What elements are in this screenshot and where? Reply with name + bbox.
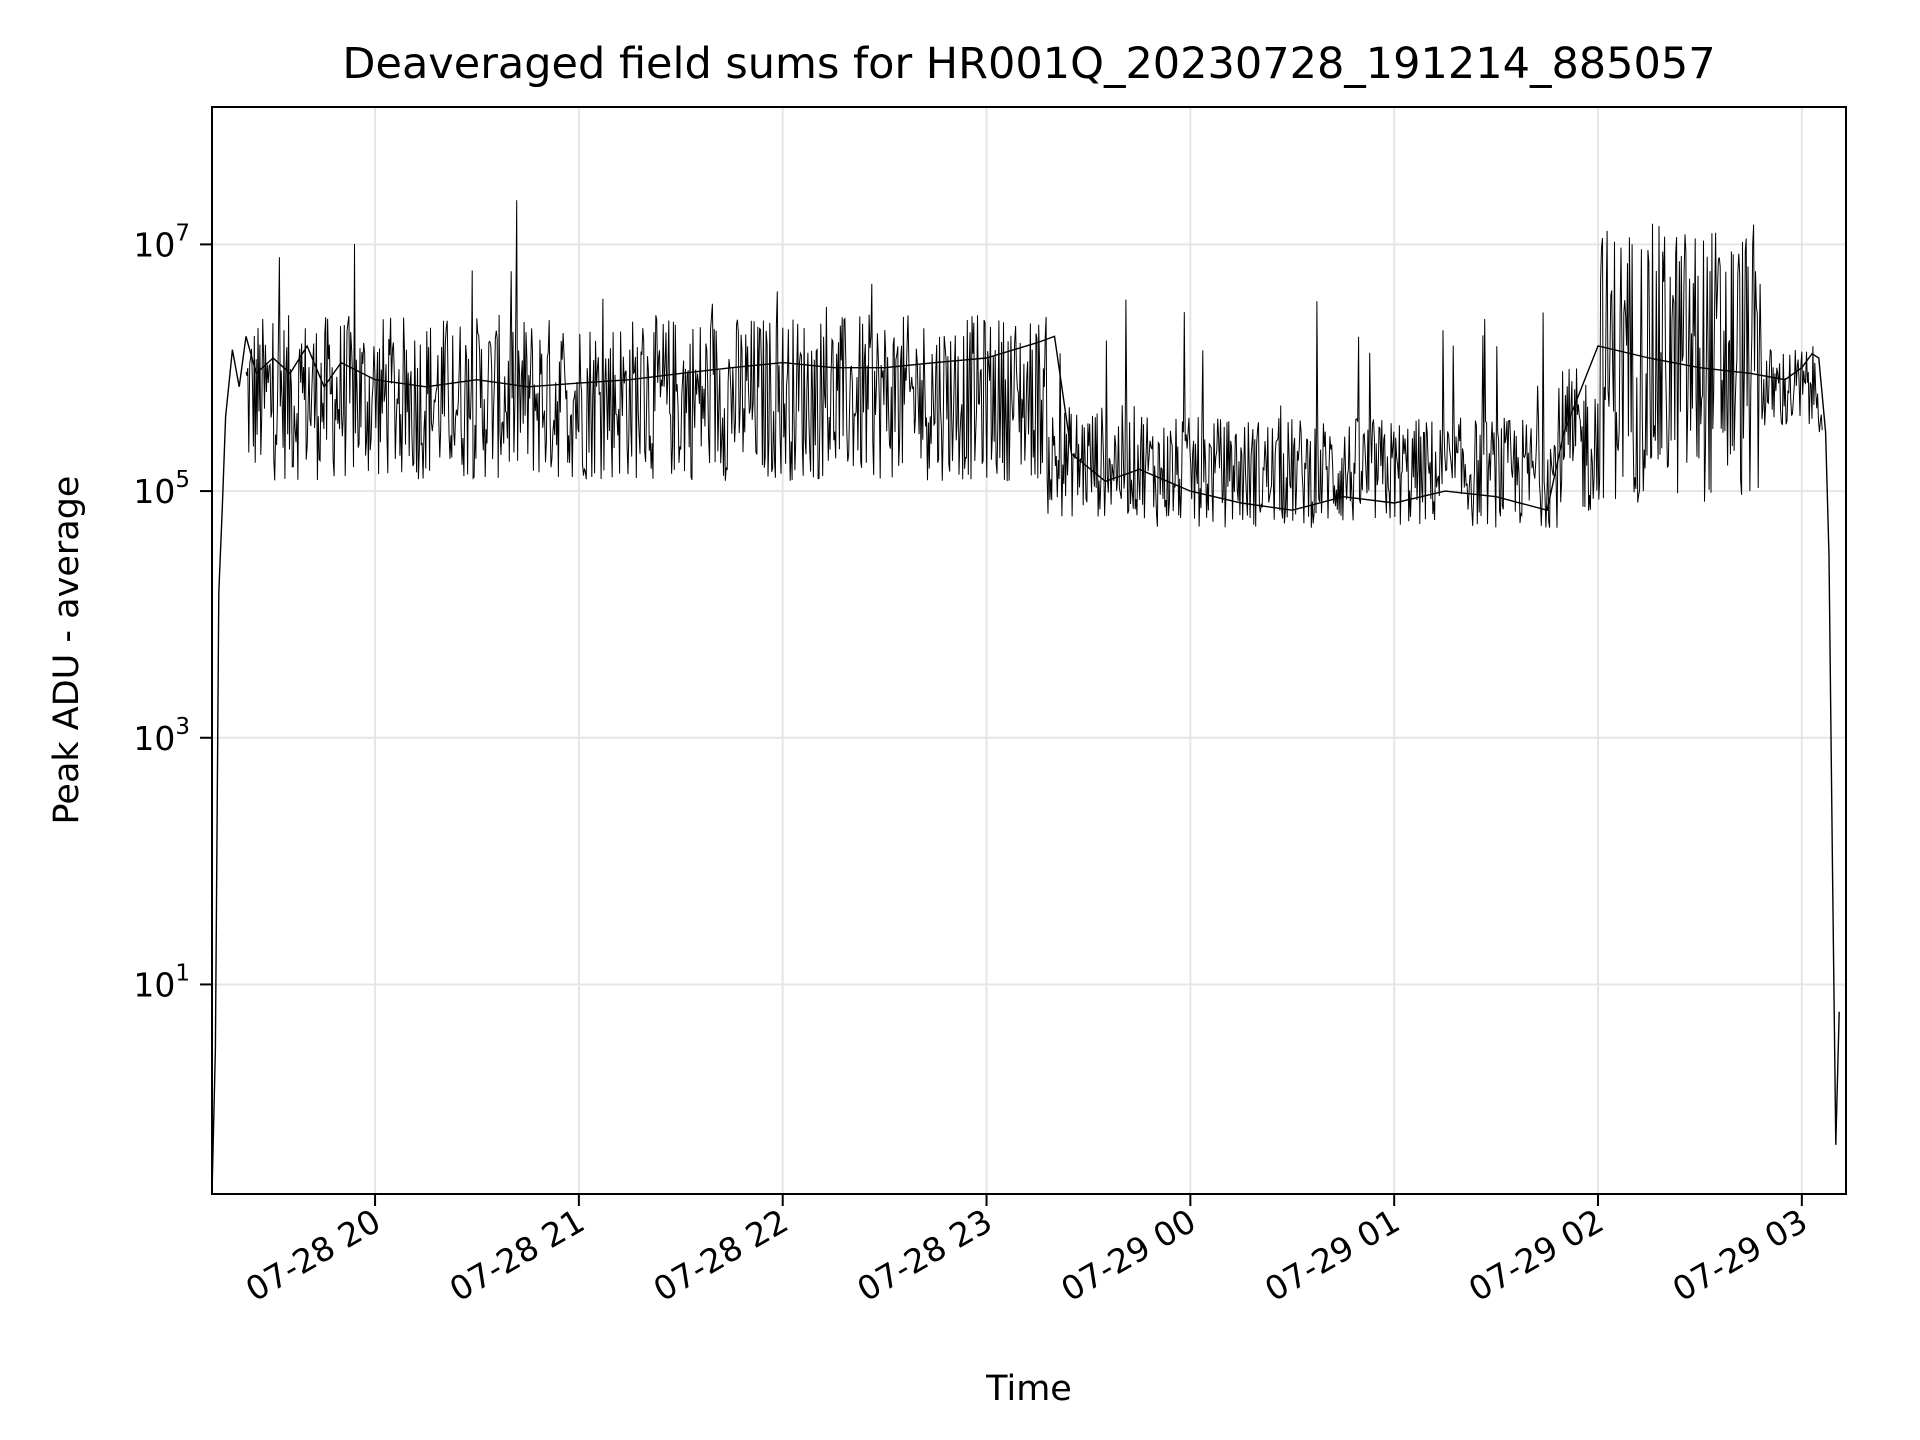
x-tick-label: 07-28 21	[443, 1201, 591, 1309]
plot-frame	[211, 106, 1847, 1195]
y-tick-label: 101	[133, 960, 190, 1004]
x-tick-label: 07-28 20	[239, 1201, 387, 1309]
x-tick-label: 07-29 00	[1054, 1201, 1202, 1309]
x-tick-label: 07-29 01	[1258, 1201, 1406, 1309]
x-axis-label: Time	[985, 1369, 1072, 1409]
x-tick-label: 07-29 02	[1462, 1201, 1610, 1309]
series-detail	[245, 200, 1823, 528]
x-tick-label: 07-29 03	[1666, 1201, 1814, 1309]
grid	[212, 107, 1846, 1194]
y-axis-label: Peak ADU - average	[47, 476, 87, 825]
y-tick-label: 103	[133, 714, 190, 758]
chart-title: Deaveraged field sums for HR001Q_2023072…	[342, 39, 1715, 89]
data-series	[211, 335, 1840, 1195]
y-tick-label: 105	[133, 467, 190, 511]
x-axis-ticks: 07-28 20 07-28 21 07-28 22 07-28 23 07-29 00…	[239, 1194, 1814, 1309]
y-tick-label: 107	[133, 220, 190, 264]
y-axis-ticks: 101 103 105 107	[133, 220, 212, 1004]
data-noise	[245, 200, 1823, 528]
x-tick-label: 07-28 22	[647, 1201, 795, 1309]
x-tick-label: 07-28 23	[851, 1201, 999, 1309]
series-line	[211, 335, 1840, 1195]
